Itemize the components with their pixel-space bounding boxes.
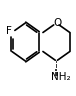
Text: O: O xyxy=(53,17,61,27)
Text: F: F xyxy=(6,26,12,36)
Text: NH₂: NH₂ xyxy=(51,72,71,82)
